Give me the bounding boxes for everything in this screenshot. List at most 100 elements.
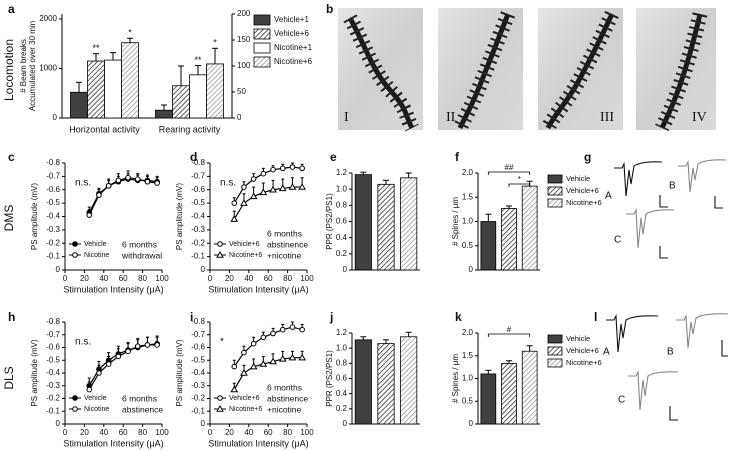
- panel-letter: d: [190, 150, 197, 164]
- legend-label: Nicotine+6: [229, 406, 262, 413]
- bar: [521, 350, 538, 425]
- marker: [278, 184, 287, 192]
- annotation: #: [507, 325, 512, 334]
- marker: [278, 354, 287, 362]
- bar: [104, 59, 122, 119]
- condition-label: +nicotine: [267, 404, 302, 414]
- bar: [87, 60, 105, 119]
- marker: [231, 200, 238, 206]
- x-tick-label: 20: [80, 428, 89, 437]
- x-axis-label: Stimulation Intensity (μA): [208, 438, 308, 448]
- trace-label: A: [605, 191, 612, 202]
- x-tick-label: 60: [264, 274, 273, 283]
- error-bar: [195, 64, 201, 75]
- y-tick-label: 0.4: [336, 233, 348, 242]
- y-tick-label: -0.2: [46, 394, 60, 403]
- legend-label: Vehicle+6: [566, 186, 599, 195]
- legend-label: Vehicle: [566, 334, 590, 343]
- y-tick-label: -0.4: [191, 212, 205, 221]
- panel-letter: a: [8, 2, 15, 16]
- y-tick-label: 0: [201, 419, 206, 428]
- y-tick-label: 0: [343, 419, 348, 428]
- y-tick-label: -0.6: [46, 185, 60, 194]
- legend-marker: [72, 252, 78, 258]
- annotation: *: [128, 28, 132, 38]
- legend-label: Vehicle+6: [274, 29, 309, 38]
- marker: [298, 353, 307, 361]
- y-tick-label: -0.3: [46, 225, 60, 234]
- bar: [377, 183, 395, 271]
- bar: [400, 177, 418, 271]
- y-tick-label: 0.6: [336, 217, 348, 226]
- y-tick-label: -0.3: [191, 225, 205, 234]
- y-tick-label: 2000: [39, 14, 57, 23]
- y-tick-label: 0.8: [336, 358, 348, 367]
- error-bar: [526, 345, 533, 352]
- y-tick-label: 0: [343, 265, 348, 274]
- x-tick-label: 0: [63, 274, 68, 283]
- y-tick-label: 0: [53, 113, 58, 122]
- annotation: **: [194, 55, 202, 65]
- trace-label: C: [614, 235, 621, 246]
- legend-swatch: [547, 174, 563, 184]
- y-tick-label: -0.5: [46, 198, 60, 207]
- x-axis-label: Stimulation Intensity (μA): [63, 438, 163, 448]
- y-tick-label: 0: [237, 113, 242, 122]
- legend-marker: [72, 406, 78, 412]
- y-tick-label: -0.6: [191, 185, 205, 194]
- legend-swatch: [253, 28, 271, 40]
- marker: [231, 363, 238, 370]
- legend-label: Nicotine+6: [229, 252, 262, 259]
- bar: [501, 363, 517, 425]
- marker: [105, 361, 112, 367]
- y-tick-label: -0.8: [191, 158, 205, 167]
- marker: [299, 165, 305, 172]
- x-tick-label: 100: [300, 428, 314, 437]
- y-axis-label: PPR (PS2/PS1): [325, 350, 334, 407]
- panel-letter: e: [330, 150, 337, 164]
- legend-marker: [72, 241, 78, 247]
- x-tick-label: 40: [244, 428, 253, 437]
- y-tick-label: 0.2: [336, 404, 348, 413]
- image-label: III: [600, 110, 614, 125]
- panel-letter: l: [594, 310, 597, 324]
- legend-label: Nicotine: [84, 406, 109, 413]
- legend-label: Vehicle+6: [229, 241, 260, 248]
- y-tick-label: -0.6: [191, 343, 205, 352]
- annotation: *: [518, 175, 521, 184]
- marker: [260, 334, 267, 341]
- panel-letter: g: [584, 150, 591, 164]
- panel-letter: j: [329, 310, 333, 324]
- row-label: DLS: [2, 366, 16, 389]
- y-tick-label: 1.5: [462, 192, 474, 201]
- y-axis-label: PS amplitude (mV): [30, 339, 39, 406]
- marker: [259, 360, 268, 367]
- y-tick-label: 1.0: [462, 374, 474, 383]
- legend-swatch: [253, 56, 271, 68]
- trace-group: [614, 159, 727, 259]
- bar: [354, 174, 372, 271]
- y-tick-label: -0.5: [191, 198, 205, 207]
- marker: [125, 174, 131, 181]
- y-tick-label: -0.2: [191, 238, 205, 247]
- x-tick-label: Horizontal activity: [69, 124, 140, 134]
- error-bar: [127, 37, 133, 43]
- marker: [269, 357, 277, 365]
- legend-label: Nicotine+6: [274, 57, 313, 66]
- y-tick-label: 0: [56, 419, 61, 428]
- legend-label: Vehicle+1: [274, 15, 309, 24]
- error-bar: [360, 336, 367, 340]
- y-tick-label: -0.6: [46, 343, 60, 352]
- bar: [70, 91, 88, 119]
- error-bar: [76, 81, 82, 93]
- y-axis-label: Accumulated over 30 min: [28, 21, 37, 111]
- bracket: [508, 183, 531, 187]
- x-tick-label: 20: [225, 428, 234, 437]
- legend-label: Nicotine+1: [274, 43, 313, 52]
- marker: [115, 177, 122, 184]
- marker: [241, 184, 247, 190]
- bar: [206, 63, 224, 119]
- legend-swatch: [547, 198, 563, 208]
- y-tick-label: -0.8: [191, 317, 205, 326]
- x-tick-label: 0: [63, 428, 68, 437]
